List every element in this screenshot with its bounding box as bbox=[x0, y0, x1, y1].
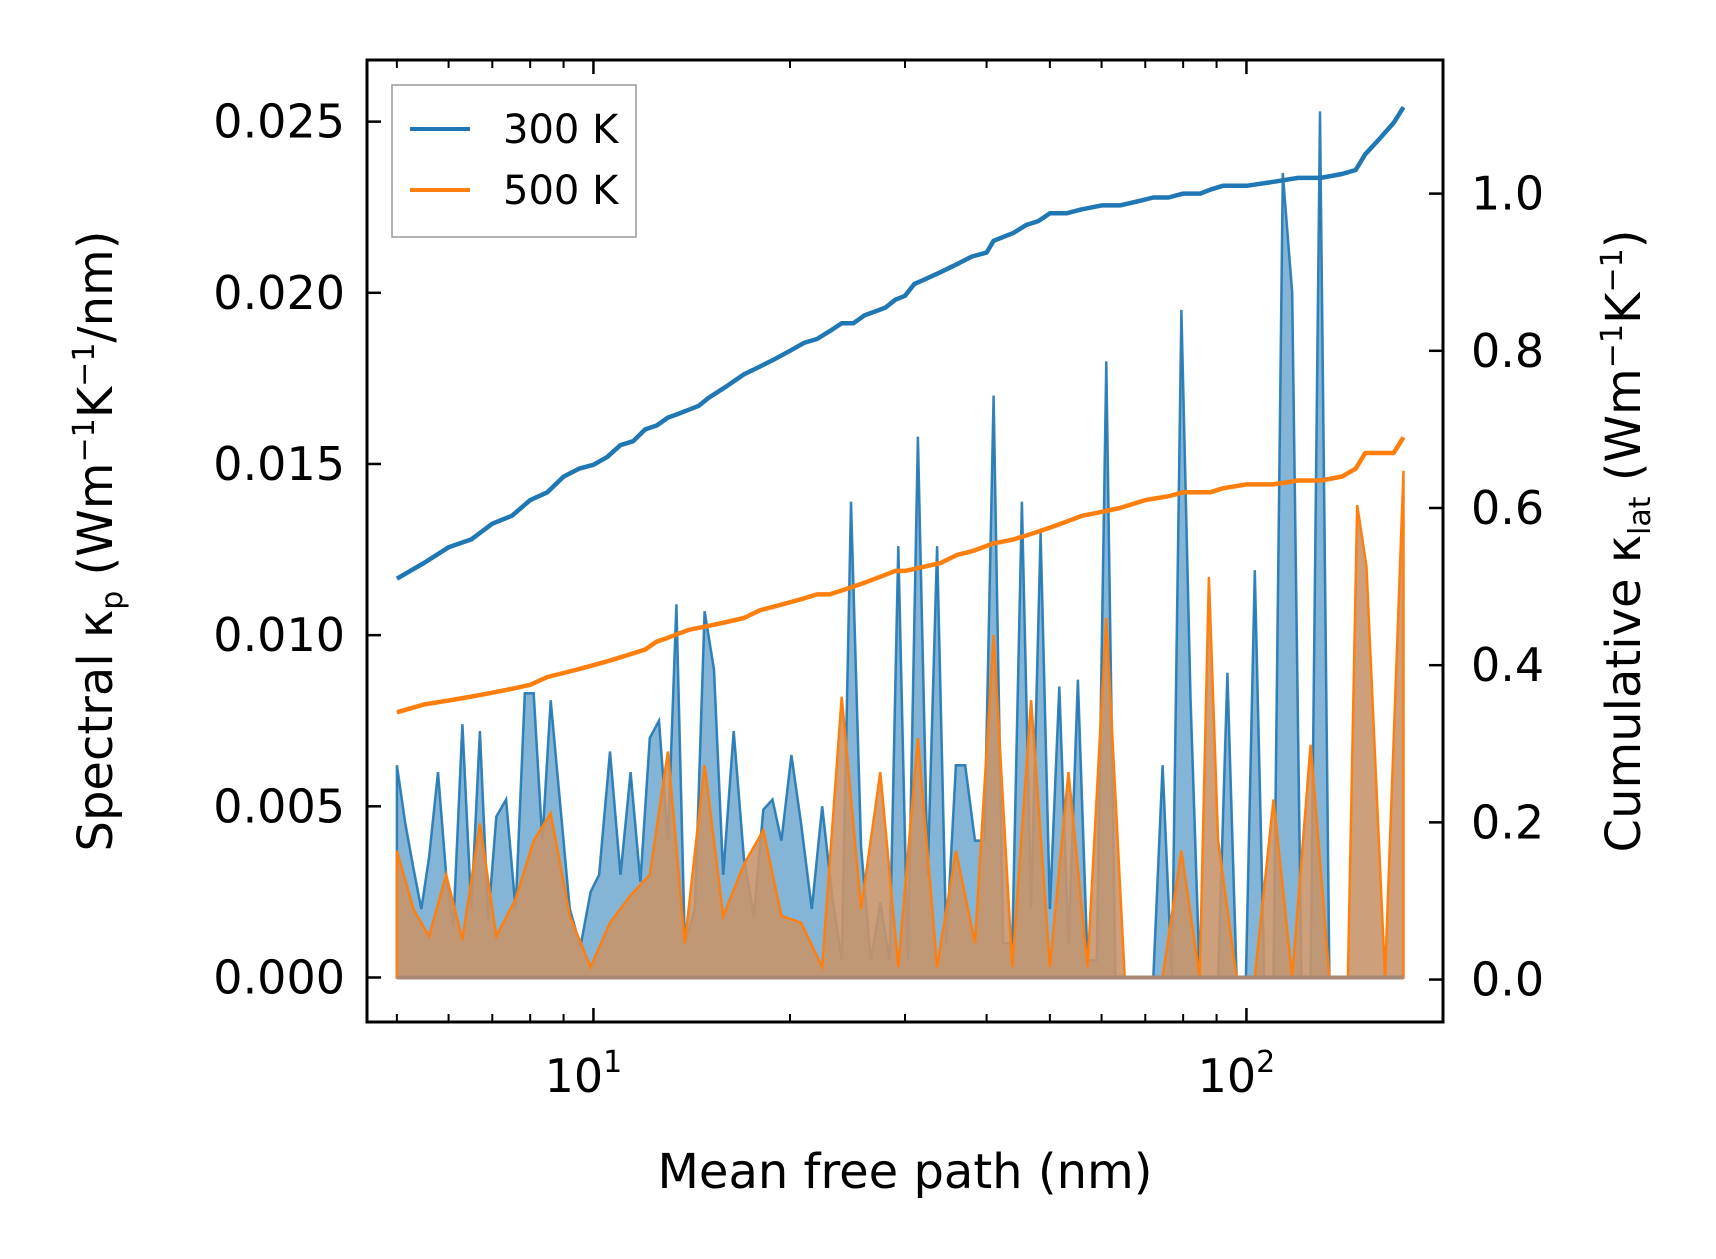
y-left-tick-label: 0.000 bbox=[213, 950, 345, 1004]
x-tick-base: 10 bbox=[545, 1049, 604, 1103]
y-right-label-sup1: −1 bbox=[1595, 324, 1630, 368]
y-left-label-mid: K bbox=[68, 385, 124, 418]
y-left-axis-label: Spectral κp (Wm−1K−1/nm) bbox=[67, 231, 130, 852]
y-left-label-sub: p bbox=[95, 591, 130, 610]
x-tick-exp: 2 bbox=[1256, 1045, 1275, 1080]
x-tick-base: 10 bbox=[1198, 1049, 1257, 1103]
legend: 300 K 500 K bbox=[391, 84, 637, 238]
axis-ticks: 0.000 0.005 0.010 0.015 0.020 0.025 0.0 0.2 0.4 0… bbox=[213, 60, 1544, 1103]
y-left-tick-label: 0.005 bbox=[213, 779, 345, 833]
y-right-tick-label: 0.2 bbox=[1471, 795, 1544, 849]
x-axis-label: Mean free path (nm) bbox=[658, 1144, 1153, 1200]
y-right-tick-label: 0.6 bbox=[1471, 481, 1544, 535]
y-right-tick-label: 1.0 bbox=[1471, 167, 1544, 221]
cumulative-line-500k bbox=[396, 436, 1406, 715]
y-left-label-base: Spectral κ bbox=[68, 610, 124, 852]
spectral-fills bbox=[395, 111, 1405, 980]
y-right-tick-label: 0.4 bbox=[1471, 638, 1544, 692]
y-right-label-mid: K bbox=[1596, 291, 1652, 324]
y-right-label-sup2: −1 bbox=[1595, 248, 1630, 292]
y-left-label-sup1: −1 bbox=[67, 418, 102, 462]
y-left-tick-label: 0.010 bbox=[213, 608, 345, 662]
legend-label-300k: 300 K bbox=[503, 107, 620, 153]
cumulative-line-300k bbox=[395, 105, 1406, 581]
y-left-tick-label: 0.015 bbox=[213, 437, 345, 491]
y-left-tick-label: 0.020 bbox=[213, 266, 345, 320]
y-left-label-end: /nm) bbox=[68, 231, 124, 343]
x-tick-label: 101 bbox=[545, 1045, 623, 1103]
legend-label-500k: 500 K bbox=[503, 168, 620, 214]
y-right-label-base: Cumulative κ bbox=[1596, 535, 1652, 853]
y-right-axis-label: Cumulative κlat (Wm−1K−1) bbox=[1595, 230, 1658, 853]
x-tick-label: 102 bbox=[1198, 1045, 1276, 1103]
y-right-label-rest: (Wm bbox=[1596, 368, 1652, 496]
y-right-tick-label: 0.0 bbox=[1471, 953, 1544, 1007]
y-left-label-rest: (Wm bbox=[68, 463, 124, 591]
x-tick-exp: 1 bbox=[603, 1045, 622, 1080]
y-left-label-sup2: −1 bbox=[67, 343, 102, 387]
y-left-tick-label: 0.025 bbox=[213, 95, 345, 149]
y-right-tick-label: 0.8 bbox=[1471, 324, 1544, 378]
spectral-area-500k bbox=[395, 470, 1405, 979]
legend-box bbox=[391, 84, 637, 238]
y-right-label-end: ) bbox=[1596, 230, 1652, 249]
y-right-label-sub: lat bbox=[1623, 496, 1658, 535]
data-lines bbox=[395, 105, 1406, 715]
